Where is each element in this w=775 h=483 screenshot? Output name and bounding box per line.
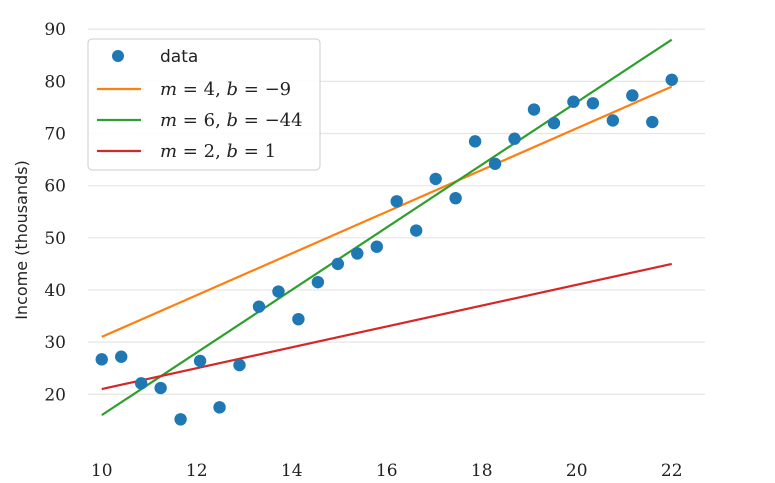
x-tick-label: 22 bbox=[661, 461, 683, 481]
data-point bbox=[134, 377, 148, 390]
legend-label-line-1: m = 4, b = −9 bbox=[160, 79, 291, 100]
y-tick-label: 80 bbox=[44, 72, 66, 92]
data-point bbox=[311, 275, 325, 289]
data-point bbox=[174, 413, 187, 426]
data-point bbox=[646, 115, 659, 129]
data-point bbox=[429, 172, 442, 186]
legend-label-data: data bbox=[160, 47, 198, 67]
data-point bbox=[252, 300, 266, 313]
data-point bbox=[272, 285, 285, 298]
data-point bbox=[351, 247, 364, 260]
legend-label-line-3: m = 2, b = 1 bbox=[160, 141, 276, 162]
fit-line-1 bbox=[101, 85, 673, 338]
data-point bbox=[488, 157, 502, 170]
data-point bbox=[547, 116, 561, 130]
data-point bbox=[449, 191, 462, 205]
data-point bbox=[527, 103, 541, 116]
y-tick-label: 90 bbox=[44, 20, 66, 40]
data-point bbox=[567, 95, 580, 108]
fit-line-3 bbox=[101, 262, 672, 391]
y-tick-label: 20 bbox=[44, 385, 66, 405]
data-point bbox=[410, 224, 423, 237]
data-point bbox=[665, 73, 678, 87]
data-point bbox=[193, 354, 207, 368]
x-tick-label: 12 bbox=[186, 461, 208, 481]
y-tick-label: 40 bbox=[44, 281, 66, 301]
x-tick-label: 14 bbox=[281, 461, 303, 481]
x-tick-label: 10 bbox=[91, 461, 113, 481]
x-tick-label: 20 bbox=[566, 461, 588, 481]
y-tick-label: 30 bbox=[44, 333, 66, 353]
y-tick-label: 70 bbox=[44, 125, 66, 145]
data-point bbox=[468, 135, 482, 148]
legend: data m = 4, b = −9 m = 6, b = −44 m = 2, b… bbox=[87, 38, 321, 171]
data-point bbox=[115, 350, 128, 363]
data-point bbox=[95, 353, 108, 366]
legend-marker-data bbox=[112, 50, 124, 62]
data-point bbox=[606, 114, 620, 127]
y-axis: 20 30 40 50 60 70 80 90 bbox=[44, 20, 66, 405]
data-point bbox=[331, 257, 345, 271]
data-point bbox=[586, 97, 600, 110]
data-point bbox=[508, 132, 521, 145]
x-tick-label: 16 bbox=[376, 461, 398, 481]
y-tick-label: 50 bbox=[44, 229, 66, 249]
y-tick-label: 60 bbox=[44, 177, 66, 197]
data-point bbox=[213, 401, 226, 414]
data-point bbox=[233, 358, 246, 372]
y-axis-title: Income (thousands) bbox=[12, 160, 31, 320]
legend-frame bbox=[87, 38, 321, 171]
data-point bbox=[370, 240, 383, 253]
data-point bbox=[154, 381, 167, 395]
data-point bbox=[390, 195, 403, 208]
legend-label-line-2: m = 6, b = −44 bbox=[160, 110, 303, 131]
data-point bbox=[626, 89, 639, 102]
data-points bbox=[95, 73, 678, 426]
x-axis: 10 12 14 16 18 20 22 bbox=[91, 461, 683, 481]
x-tick-label: 18 bbox=[471, 461, 493, 481]
data-point bbox=[292, 312, 305, 326]
